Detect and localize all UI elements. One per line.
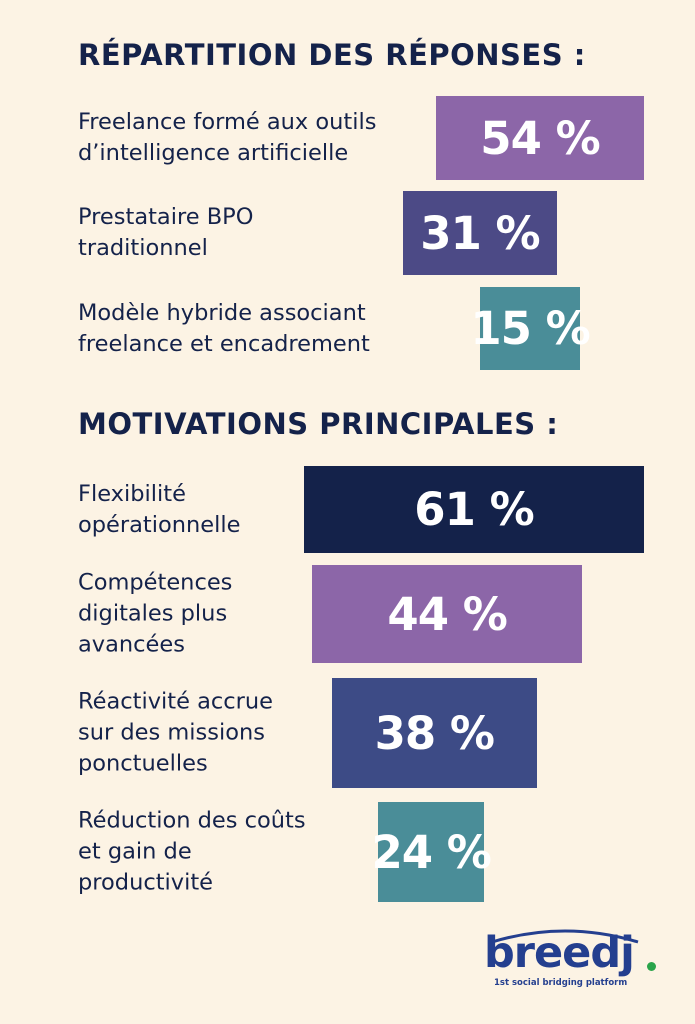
- chart-2-category-label: Réactivité accrue sur des missions ponct…: [78, 688, 273, 777]
- chart-2-title: MOTIVATIONS PRINCIPALES :: [78, 407, 559, 441]
- chart-2-category-label: Réduction des coûts et gain de productiv…: [78, 807, 306, 896]
- breedj-logo: breedj 1st social bridging platform: [484, 926, 664, 996]
- chart-2-row-competences: Compétences digitales plus avancées 44 %: [0, 565, 695, 663]
- chart-2-value-label: 24 %: [371, 825, 491, 879]
- chart-2-value-label: 38 %: [374, 706, 495, 760]
- chart-2-bar-flexibilite: 61 %: [304, 466, 644, 553]
- chart-2-row-couts: Réduction des coûts et gain de productiv…: [0, 802, 695, 902]
- chart-2-bar-couts: 24 %: [371, 802, 492, 902]
- chart-2-row-reactivite: Réactivité accrue sur des missions ponct…: [0, 678, 695, 788]
- logo-tagline: 1st social bridging platform: [494, 978, 628, 988]
- logo-dot-icon: [647, 962, 656, 971]
- chart-1-row-freelance-ia: Freelance formé aux outils d’intelligenc…: [0, 96, 695, 180]
- chart-2-bar-competences: 44 %: [312, 565, 582, 663]
- chart-1-bar-hybride: 15 %: [470, 287, 591, 370]
- chart-1-category-label: Prestataire BPO traditionnel: [78, 204, 254, 261]
- chart-1-bar-bpo: 31 %: [402, 191, 557, 275]
- chart-1-category-label: Modèle hybride associant freelance et en…: [78, 299, 370, 357]
- chart-1-title: RÉPARTITION DES RÉPONSES :: [78, 38, 586, 72]
- chart-2-value-label: 61 %: [414, 483, 534, 536]
- chart-1-row-bpo: Prestataire BPO traditionnel 31 %: [0, 191, 695, 275]
- chart-1-bar-freelance-ia: 54 %: [436, 96, 644, 180]
- chart-1-row-hybride: Modèle hybride associant freelance et en…: [0, 287, 695, 370]
- chart-1-category-label: Freelance formé aux outils d’intelligenc…: [78, 109, 377, 166]
- chart-2-category-label: Compétences digitales plus avancées: [78, 569, 233, 658]
- chart-2-bar-reactivite: 38 %: [331, 678, 537, 788]
- chart-1-value-label: 31 %: [420, 206, 540, 260]
- chart-1-value-label: 15 %: [470, 302, 590, 355]
- chart-2-value-label: 44 %: [387, 587, 507, 641]
- chart-2-category-label: Flexibilité opérationnelle: [78, 480, 241, 538]
- logo-wordmark: breedj: [484, 928, 635, 978]
- logo-bridge-arc-icon: [491, 929, 639, 944]
- chart-1-value-label: 54 %: [480, 111, 600, 165]
- chart-2-row-flexibilite: Flexibilité opérationnelle 61 %: [0, 466, 695, 553]
